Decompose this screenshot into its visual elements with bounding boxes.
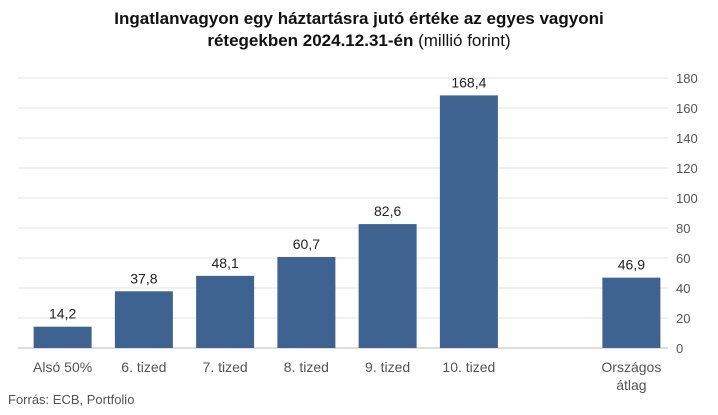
x-tick-label: 7. tized — [203, 359, 248, 375]
chart-title-line2-bold: rétegekben 2024.12.31-én — [207, 31, 414, 50]
data-label: 82,6 — [374, 203, 401, 219]
bar — [196, 275, 255, 348]
x-tick-label: 10. tized — [442, 359, 495, 375]
y-tick-label: 40 — [676, 281, 690, 296]
y-axis-ticks: 0 20 40 60 80 100 120 140 160 180 — [676, 71, 698, 356]
x-tick-label: Alsó 50% — [33, 359, 92, 375]
bars — [33, 95, 661, 349]
data-label: 168,4 — [451, 74, 486, 90]
bar — [602, 277, 661, 348]
bar — [114, 291, 173, 348]
data-label: 48,1 — [212, 255, 239, 271]
y-tick-label: 160 — [676, 101, 698, 116]
data-label: 14,2 — [49, 306, 76, 322]
y-tick-label: 140 — [676, 131, 698, 146]
data-label: 37,8 — [130, 270, 157, 286]
x-tick-label: átlag — [616, 377, 646, 393]
chart-title-unit: (millió forint) — [418, 31, 511, 50]
chart-title-line1: Ingatlanvagyon egy háztartásra jutó érté… — [114, 9, 604, 28]
data-label: 60,7 — [293, 236, 320, 252]
bar — [439, 95, 498, 349]
data-labels: 14,2 37,8 48,1 60,7 82,6 168,4 46,9 — [49, 74, 645, 321]
y-tick-label: 60 — [676, 251, 690, 266]
y-tick-label: 20 — [676, 311, 690, 326]
x-tick-label: 6. tized — [121, 359, 166, 375]
x-tick-label: Országos — [601, 359, 661, 375]
bar — [33, 326, 92, 348]
chart-title-line2: rétegekben 2024.12.31-én (millió forint) — [0, 30, 718, 52]
y-tick-label: 80 — [676, 221, 690, 236]
bar — [277, 256, 336, 348]
data-label: 46,9 — [618, 257, 645, 273]
bar — [358, 224, 417, 348]
chart-title: Ingatlanvagyon egy háztartásra jutó érté… — [0, 8, 718, 52]
x-axis-ticks: Alsó 50% 6. tized 7. tized 8. tized 9. tized… — [33, 359, 661, 393]
x-tick-label: 8. tized — [284, 359, 329, 375]
x-tick-label: 9. tized — [365, 359, 410, 375]
source-note: Forrás: ECB, Portfolio — [8, 392, 135, 407]
y-tick-label: 100 — [676, 191, 698, 206]
y-tick-label: 0 — [676, 341, 683, 356]
y-tick-label: 120 — [676, 161, 698, 176]
y-tick-label: 180 — [676, 71, 698, 86]
